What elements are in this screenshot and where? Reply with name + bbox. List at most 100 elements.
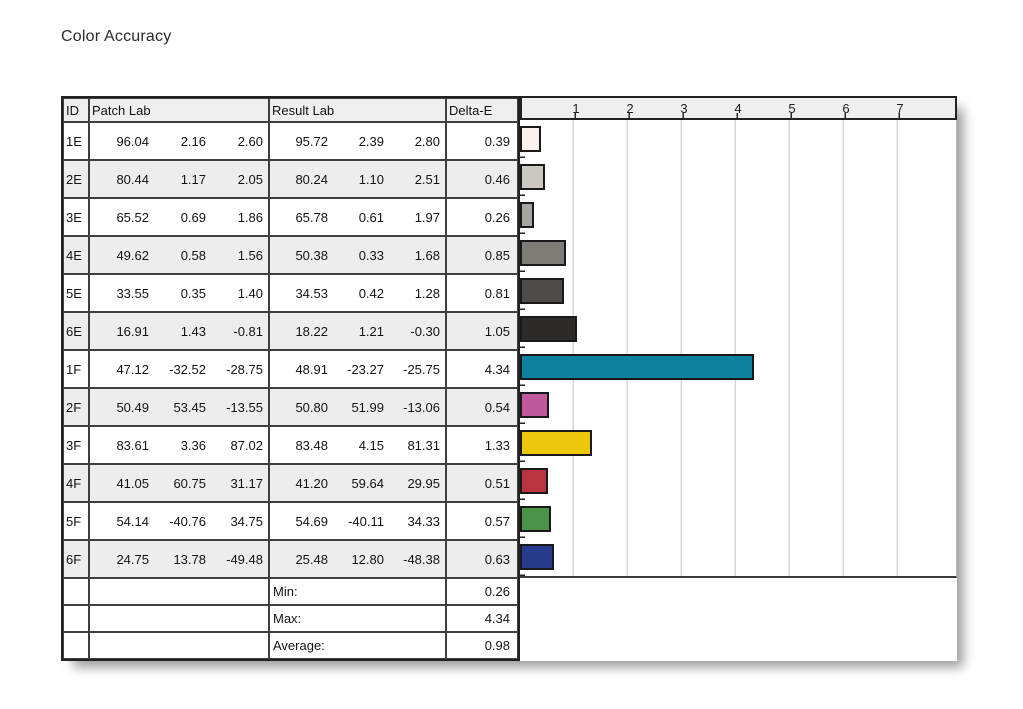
cell-patch-id: 2F bbox=[63, 388, 89, 426]
cell-patch-id: 5E bbox=[63, 274, 89, 312]
patch-l-value: 54.14 bbox=[116, 513, 149, 529]
patch-b-value: 34.75 bbox=[230, 513, 263, 529]
cell-delta-e: 0.46 bbox=[446, 160, 518, 198]
patch-l-value: 41.05 bbox=[116, 475, 149, 491]
patch-a-value: 0.58 bbox=[180, 247, 206, 263]
cell-delta-e: 1.05 bbox=[446, 312, 518, 350]
cell-patch-lab: 83.61 3.36 87.02 bbox=[89, 426, 269, 464]
bar-row bbox=[520, 386, 957, 424]
cell-result-lab: 83.48 4.15 81.31 bbox=[269, 426, 446, 464]
patch-l-value: 49.62 bbox=[116, 247, 149, 263]
summary-label: Max: bbox=[269, 605, 446, 632]
cell-patch-lab: 50.49 53.45 -13.55 bbox=[89, 388, 269, 426]
cell-patch-lab: 47.12 -32.52 -28.75 bbox=[89, 350, 269, 388]
patch-l-value: 50.49 bbox=[116, 399, 149, 415]
result-a-value: 0.42 bbox=[358, 285, 384, 301]
cell-patch-lab: 80.44 1.17 2.05 bbox=[89, 160, 269, 198]
cell-patch-lab: 33.55 0.35 1.40 bbox=[89, 274, 269, 312]
table-header-row: ID Patch Lab Result Lab Delta-E bbox=[63, 98, 518, 122]
cell-result-lab: 34.53 0.42 1.28 bbox=[269, 274, 446, 312]
patch-l-value: 83.61 bbox=[116, 437, 149, 453]
summary-label: Average: bbox=[269, 632, 446, 659]
delta-e-bar bbox=[520, 354, 755, 380]
delta-e-bar bbox=[520, 316, 577, 342]
cell-patch-lab: 49.62 0.58 1.56 bbox=[89, 236, 269, 274]
patch-b-value: 2.05 bbox=[237, 171, 263, 187]
axis-tick-labels: 1 2 3 4 5 6 7 bbox=[522, 98, 927, 118]
cell-delta-e: 0.54 bbox=[446, 388, 518, 426]
patch-l-value: 47.12 bbox=[116, 361, 149, 377]
cell-delta-e: 0.81 bbox=[446, 274, 518, 312]
patch-b-value: 87.02 bbox=[230, 437, 263, 453]
patch-a-value: 3.36 bbox=[180, 437, 206, 453]
result-a-value: 12.80 bbox=[351, 551, 384, 567]
patch-l-value: 33.55 bbox=[116, 285, 149, 301]
cell-patch-lab: 65.52 0.69 1.86 bbox=[89, 198, 269, 236]
table-row: 6E 16.91 1.43 -0.81 18.22 1.21 -0.30 1.0… bbox=[63, 312, 518, 350]
delta-e-bar bbox=[520, 468, 548, 494]
table-row: 4F 41.05 60.75 31.17 41.20 59.64 29.95 0… bbox=[63, 464, 518, 502]
result-l-value: 34.53 bbox=[295, 285, 328, 301]
gridlines bbox=[520, 120, 900, 576]
delta-e-bar bbox=[520, 240, 566, 266]
result-l-value: 18.22 bbox=[295, 323, 328, 339]
result-a-value: -23.27 bbox=[347, 361, 384, 377]
table-row: 3F 83.61 3.36 87.02 83.48 4.15 81.31 1.3… bbox=[63, 426, 518, 464]
table-body: 1E 96.04 2.16 2.60 95.72 2.39 2.80 0.39 bbox=[63, 122, 518, 578]
patch-a-value: 60.75 bbox=[173, 475, 206, 491]
patch-b-value: 1.56 bbox=[237, 247, 263, 263]
patch-b-value: -0.81 bbox=[233, 323, 263, 339]
patch-b-value: 2.60 bbox=[237, 133, 263, 149]
delta-e-bar bbox=[520, 278, 564, 304]
patch-b-value: 1.40 bbox=[237, 285, 263, 301]
bar-row bbox=[520, 424, 957, 462]
bar-row bbox=[520, 120, 957, 158]
cell-delta-e: 0.39 bbox=[446, 122, 518, 160]
patch-b-value: -49.48 bbox=[226, 551, 263, 567]
bar-row bbox=[520, 348, 957, 386]
result-l-value: 50.38 bbox=[295, 247, 328, 263]
result-b-value: 81.31 bbox=[407, 437, 440, 453]
axis-tick-marks bbox=[522, 113, 902, 118]
result-l-value: 65.78 bbox=[295, 209, 328, 225]
axis-tick-label: 1 bbox=[572, 100, 580, 116]
patch-a-value: 0.35 bbox=[180, 285, 206, 301]
cell-patch-id: 6E bbox=[63, 312, 89, 350]
bar-row bbox=[520, 234, 957, 272]
cell-patch-id: 5F bbox=[63, 502, 89, 540]
result-b-value: 1.28 bbox=[414, 285, 440, 301]
cell-result-lab: 41.20 59.64 29.95 bbox=[269, 464, 446, 502]
result-b-value: -13.06 bbox=[403, 399, 440, 415]
axis-tick-label: 4 bbox=[734, 100, 742, 116]
row-tick-marks bbox=[520, 120, 525, 576]
summary-empty-id bbox=[63, 605, 89, 632]
result-b-value: -25.75 bbox=[403, 361, 440, 377]
bar-row bbox=[520, 538, 957, 576]
delta-e-bar bbox=[520, 392, 550, 418]
cell-delta-e: 4.34 bbox=[446, 350, 518, 388]
delta-e-bar bbox=[520, 126, 542, 152]
axis-tick-label: 5 bbox=[788, 100, 796, 116]
result-l-value: 54.69 bbox=[295, 513, 328, 529]
cell-result-lab: 50.80 51.99 -13.06 bbox=[269, 388, 446, 426]
patch-a-value: -32.52 bbox=[169, 361, 206, 377]
result-b-value: 2.51 bbox=[414, 171, 440, 187]
summary-label: Min: bbox=[269, 578, 446, 605]
cell-result-lab: 50.38 0.33 1.68 bbox=[269, 236, 446, 274]
cell-result-lab: 65.78 0.61 1.97 bbox=[269, 198, 446, 236]
bar-row bbox=[520, 500, 957, 538]
table-row: 5E 33.55 0.35 1.40 34.53 0.42 1.28 0.81 bbox=[63, 274, 518, 312]
patch-a-value: 53.45 bbox=[173, 399, 206, 415]
cell-delta-e: 0.57 bbox=[446, 502, 518, 540]
patch-a-value: 2.16 bbox=[180, 133, 206, 149]
cell-delta-e: 0.85 bbox=[446, 236, 518, 274]
result-a-value: 0.61 bbox=[358, 209, 384, 225]
patch-a-value: 0.69 bbox=[180, 209, 206, 225]
delta-e-bar-chart: 1 2 3 4 5 6 7 bbox=[520, 96, 957, 578]
table-row: 2F 50.49 53.45 -13.55 50.80 51.99 -13.06… bbox=[63, 388, 518, 426]
cell-patch-id: 4E bbox=[63, 236, 89, 274]
cell-patch-id: 1F bbox=[63, 350, 89, 388]
summary-row: Max: 4.34 bbox=[63, 605, 518, 632]
cell-delta-e: 1.33 bbox=[446, 426, 518, 464]
